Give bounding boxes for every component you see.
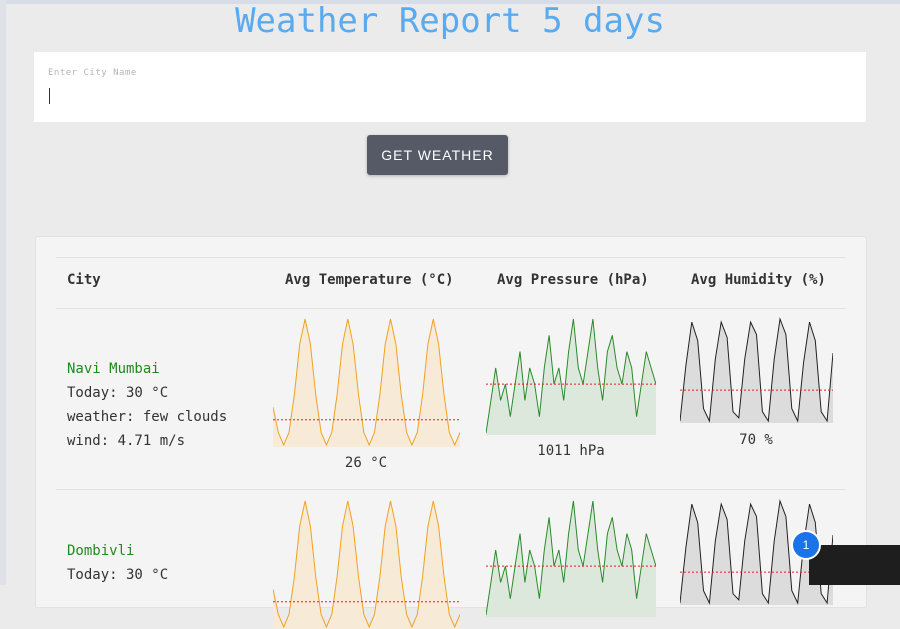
overlay-panel — [809, 545, 900, 585]
avg-pressure-value: 1011 hPa — [537, 443, 605, 459]
temperature-chart — [273, 500, 460, 629]
temperature-series-line — [273, 318, 460, 447]
header-city: City — [67, 272, 101, 288]
city-name: Navi Mumbai — [67, 361, 160, 377]
humidity-area — [680, 319, 833, 423]
left-edge — [0, 0, 6, 585]
table-header: City Avg Temperature (°C) Avg Pressure (… — [56, 257, 846, 309]
search-label: Enter City Name — [48, 68, 137, 78]
humidity-series-line — [680, 317, 833, 423]
city-today-temp: Today: 30 °C — [67, 567, 169, 583]
row-divider — [56, 489, 846, 490]
weather-table-card: City Avg Temperature (°C) Avg Pressure (… — [35, 236, 867, 629]
header-avg-temperature: Avg Temperature (°C) — [285, 272, 454, 288]
city-today-temp: Today: 30 °C — [67, 385, 169, 401]
pressure-area — [486, 319, 656, 435]
city-weather: weather: few clouds — [67, 409, 228, 425]
page-title: Weather Report 5 days — [235, 1, 665, 41]
table-row: Dombivli Today: 30 °C — [67, 539, 168, 587]
top-border — [0, 0, 900, 4]
humidity-chart — [680, 317, 833, 423]
pressure-series-line — [486, 318, 656, 434]
temperature-area — [273, 319, 460, 447]
city-name-input[interactable] — [48, 82, 852, 108]
avg-humidity-value: 70 % — [739, 432, 773, 448]
get-weather-button[interactable]: GET WEATHER — [367, 135, 508, 175]
text-caret — [49, 88, 50, 104]
table-row: Navi Mumbai Today: 30 °C weather: few cl… — [67, 357, 227, 453]
temperature-chart — [273, 318, 460, 447]
pressure-series-line — [486, 500, 656, 616]
avg-temperature-value: 26 °C — [344, 455, 388, 471]
header-avg-humidity: Avg Humidity (%) — [691, 272, 826, 288]
notification-badge[interactable]: 1 — [793, 532, 819, 558]
city-search-box[interactable]: Enter City Name — [34, 52, 866, 122]
header-avg-pressure: Avg Pressure (hPa) — [497, 272, 649, 288]
humidity-area — [680, 501, 833, 605]
pressure-chart — [486, 318, 656, 435]
city-wind: wind: 4.71 m/s — [67, 433, 186, 449]
pressure-chart — [486, 500, 656, 617]
city-name: Dombivli — [67, 543, 135, 559]
